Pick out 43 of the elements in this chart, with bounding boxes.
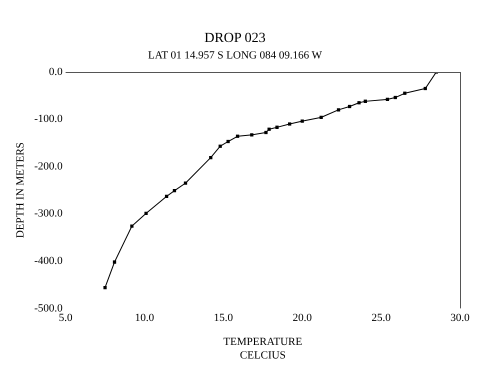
- point: [424, 86, 427, 90]
- y-axis-title: DEPTH IN METERS: [14, 142, 26, 238]
- point: [348, 104, 352, 108]
- x-tick-label: 10.0: [134, 312, 155, 324]
- point: [386, 98, 390, 102]
- point: [209, 156, 212, 160]
- chart-subtitle: LAT 01 14.957 S LONG 084 09.166 W: [148, 49, 323, 62]
- point: [320, 116, 323, 120]
- point: [250, 133, 254, 137]
- x-tick-label: 20.0: [292, 312, 312, 324]
- point: [300, 120, 304, 123]
- point: [144, 212, 148, 215]
- point: [394, 96, 397, 100]
- point: [336, 108, 340, 112]
- point: [288, 122, 292, 126]
- text: CELCIUS: [240, 349, 286, 362]
- x-tick-label: 5.0: [58, 312, 73, 324]
- point: [103, 286, 107, 290]
- y-tick-label: -100.0: [34, 113, 64, 126]
- y-tick-label: -200.0: [34, 160, 64, 172]
- x-tick-label: 15.0: [214, 312, 234, 324]
- y-tick-label: 0.0: [48, 66, 64, 78]
- chart-title: DROP 023: [204, 31, 266, 46]
- x-axis-title: TEMPERATURE: [223, 336, 302, 348]
- point: [264, 130, 268, 134]
- point: [112, 260, 116, 264]
- point: [403, 92, 406, 95]
- point: [184, 181, 188, 185]
- point: [218, 144, 222, 148]
- x-tick-label: 25.0: [372, 312, 392, 324]
- y-tick-label: -400.0: [34, 255, 64, 268]
- point: [357, 101, 361, 104]
- point: [130, 224, 134, 228]
- x-tick-label: 30.0: [450, 312, 470, 324]
- point: [236, 134, 240, 138]
- point: [172, 189, 176, 192]
- y-tick-label: -500.0: [34, 302, 64, 314]
- y-tick-label: -300.0: [34, 208, 64, 220]
- point: [164, 194, 168, 198]
- point: [226, 140, 230, 144]
- point: [267, 128, 271, 131]
- point: [275, 126, 279, 129]
- point: [364, 100, 367, 103]
